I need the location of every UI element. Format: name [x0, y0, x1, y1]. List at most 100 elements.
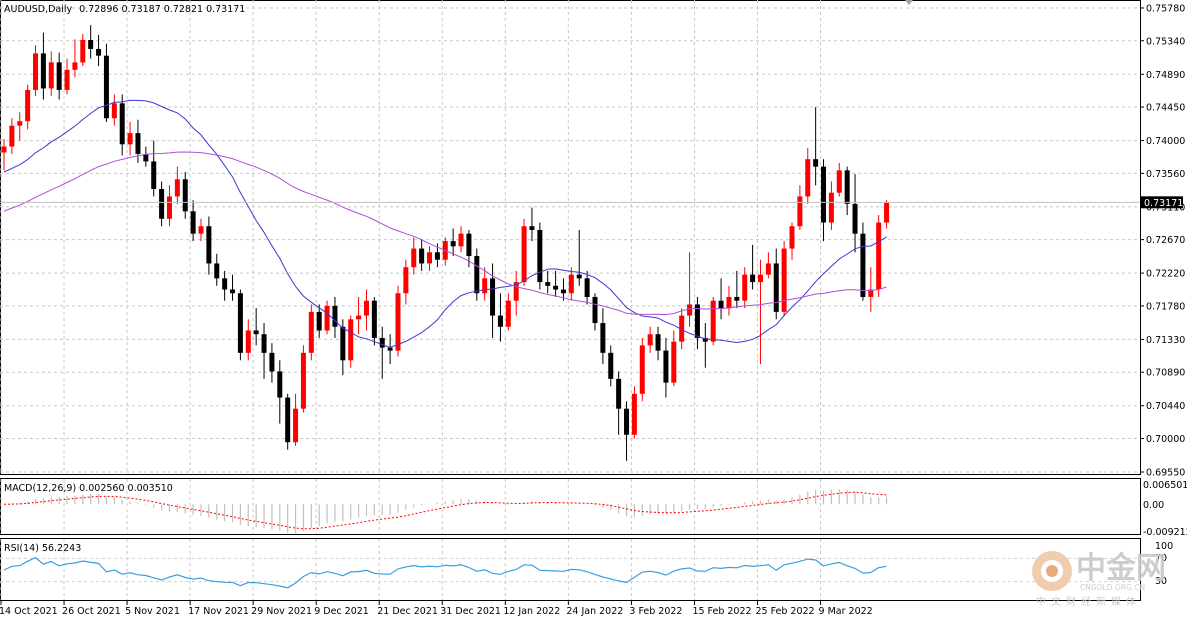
candle — [765, 252, 771, 279]
rsi-label: RSI(14) 56.2243 — [4, 543, 81, 554]
candle — [828, 181, 834, 230]
candle — [529, 207, 535, 242]
time-tick-label: 24 Jan 2022 — [566, 606, 623, 617]
candle — [174, 166, 180, 204]
candle — [387, 334, 393, 365]
rsi-tick-100: 100 — [1155, 541, 1173, 552]
candle — [159, 181, 165, 227]
candle — [624, 401, 630, 461]
candle — [600, 308, 606, 365]
candle — [222, 270, 228, 301]
moving-averages — [3, 99, 887, 349]
macd-label: MACD(12,26,9) 0.002560 0.003510 — [4, 483, 173, 494]
price-tick-label: 0.74890 — [1146, 70, 1185, 81]
candle — [521, 218, 527, 286]
macd-histogram — [3, 489, 888, 534]
candle — [285, 393, 291, 450]
candle — [9, 118, 15, 154]
main-price-panel[interactable] — [0, 0, 1141, 475]
candle — [103, 43, 109, 122]
price-axis: 0.75780 0.75340 0.74890 0.74450 0.74000 0.735… — [1140, 4, 1185, 479]
candle — [458, 226, 464, 253]
candle — [190, 200, 196, 242]
macd-tick-bottom: -0.009212 — [1143, 527, 1187, 538]
candle — [198, 218, 204, 242]
time-tick-label: 31 Dec 2021 — [440, 606, 501, 617]
rsi-tick-30: 30 — [1155, 576, 1167, 587]
candle — [647, 326, 653, 353]
watermark-slogan: 中文财经新媒体 — [1036, 595, 1141, 608]
candle — [631, 386, 637, 439]
candle — [742, 267, 748, 309]
candle — [237, 289, 243, 361]
candle — [308, 304, 314, 361]
candle — [151, 140, 157, 197]
watermark-brand: 中金网 — [1076, 551, 1166, 586]
candle — [694, 296, 700, 350]
candle — [876, 215, 882, 297]
candle — [261, 323, 267, 379]
candle — [884, 200, 890, 229]
candle — [505, 293, 511, 331]
ma-slow-line — [3, 151, 887, 316]
rsi-tick-70: 70 — [1155, 553, 1167, 564]
candle — [300, 345, 306, 413]
price-tick-label: 0.74450 — [1146, 103, 1185, 114]
candle — [371, 296, 377, 346]
candle — [702, 323, 708, 368]
symbol-label: AUDUSD,Daily 0.72896 0.73187 0.72821 0.7… — [4, 4, 245, 15]
candle — [48, 51, 54, 96]
candle — [868, 267, 874, 312]
candle — [253, 308, 259, 346]
price-tick-label: 0.69550 — [1146, 468, 1185, 479]
candle — [206, 216, 212, 275]
candle — [127, 121, 133, 156]
candle — [710, 296, 716, 346]
candle — [80, 34, 86, 67]
time-tick-label: 9 Mar 2022 — [819, 606, 873, 617]
price-tick-label: 0.71330 — [1146, 335, 1185, 346]
candle — [734, 270, 740, 309]
candle — [781, 241, 787, 316]
price-tick-label: 0.70440 — [1146, 401, 1185, 412]
time-tick-label: 12 Jan 2022 — [503, 606, 560, 617]
candle — [860, 222, 866, 301]
candle — [166, 185, 172, 227]
candle — [497, 293, 503, 342]
rsi-line-group — [0, 556, 1140, 589]
candle — [182, 171, 188, 219]
candle — [813, 107, 819, 186]
chart-shift-marker-icon[interactable] — [905, 0, 913, 5]
candle — [576, 229, 582, 286]
candle — [403, 259, 409, 305]
candle — [40, 32, 46, 100]
candle — [379, 326, 385, 379]
rsi-line — [3, 556, 887, 589]
candle — [230, 274, 236, 301]
time-tick-label: 17 Nov 2021 — [188, 606, 249, 617]
candle — [348, 315, 354, 368]
price-tick-label: 0.72670 — [1146, 235, 1185, 246]
candle — [844, 166, 850, 216]
candle — [214, 253, 220, 286]
current-price-tag — [1141, 196, 1183, 209]
candle — [25, 84, 31, 130]
candle — [687, 252, 693, 327]
candle — [395, 285, 401, 357]
time-tick-label: 29 Nov 2021 — [251, 606, 312, 617]
grid-lines — [0, 0, 1140, 600]
candle — [726, 285, 732, 316]
candle — [419, 238, 425, 271]
time-tick-label: 15 Feb 2022 — [692, 606, 751, 617]
time-axis: 14 Oct 2021 26 Oct 2021 5 Nov 2021 17 Nov 2… — [0, 601, 873, 617]
candle — [560, 278, 566, 301]
candle — [96, 34, 102, 67]
price-tick-label: 0.74000 — [1146, 136, 1185, 147]
time-tick-label: 26 Oct 2021 — [62, 606, 121, 617]
candle — [805, 148, 811, 204]
candle — [119, 94, 125, 156]
candle — [1, 139, 7, 171]
candle — [568, 267, 574, 301]
candle — [450, 228, 456, 257]
